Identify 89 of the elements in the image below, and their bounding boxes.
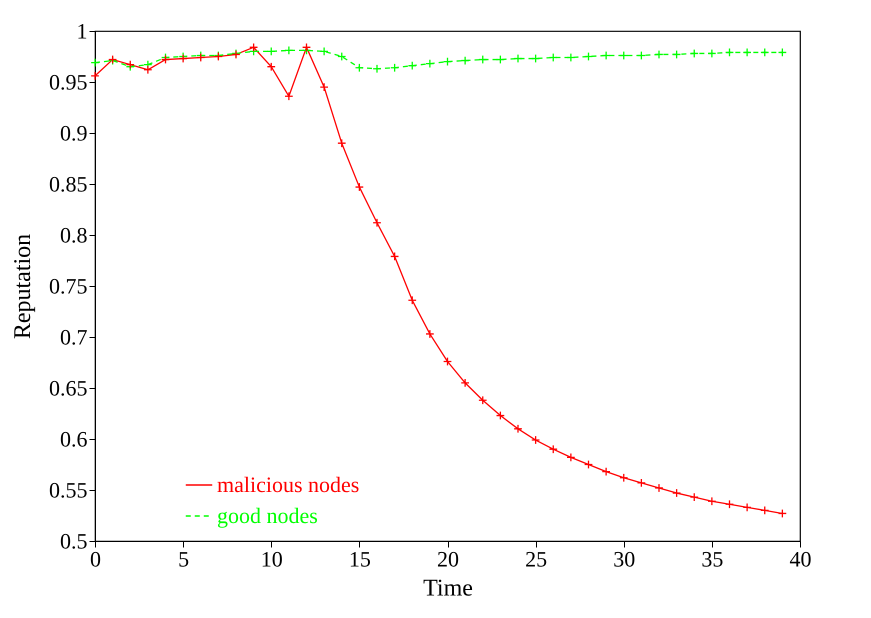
point xyxy=(302,42,312,52)
legend-label: good nodes xyxy=(217,503,318,528)
y-tick-label: 0.75 xyxy=(49,274,88,298)
point xyxy=(513,424,523,434)
x-axis-title: Time xyxy=(423,576,473,602)
point xyxy=(690,48,699,58)
point xyxy=(442,57,452,66)
point xyxy=(320,46,329,56)
x-tick-label: 10 xyxy=(260,546,283,572)
point xyxy=(478,396,488,405)
x-tick-label: 15 xyxy=(348,546,371,572)
point xyxy=(496,55,505,64)
point xyxy=(178,54,188,64)
point xyxy=(548,52,558,62)
y-tick-label: 0.95 xyxy=(49,70,88,94)
point xyxy=(566,52,576,62)
point xyxy=(372,218,382,228)
point xyxy=(654,50,664,59)
point xyxy=(654,483,664,492)
point xyxy=(707,496,716,506)
point xyxy=(408,296,417,305)
point xyxy=(602,467,611,476)
point xyxy=(602,50,611,60)
point xyxy=(690,492,699,502)
point xyxy=(619,473,628,482)
point xyxy=(742,502,752,512)
point xyxy=(196,52,206,62)
legend-label: malicious nodes xyxy=(217,472,360,497)
point xyxy=(513,54,523,64)
x-tick-label: 0 xyxy=(90,546,101,572)
point xyxy=(90,71,100,80)
point xyxy=(425,59,434,68)
x-tick-label: 25 xyxy=(525,546,548,572)
point xyxy=(584,460,594,470)
y-tick-label: 0.55 xyxy=(49,478,88,502)
point xyxy=(442,356,452,366)
point xyxy=(337,52,346,62)
point xyxy=(408,61,417,70)
point xyxy=(724,48,734,57)
point xyxy=(707,48,716,58)
y-tick-label: 0.6 xyxy=(60,426,88,452)
y-tick-label: 0.85 xyxy=(49,172,88,196)
point xyxy=(548,444,558,454)
x-tick-label: 40 xyxy=(790,546,812,572)
point xyxy=(372,64,382,74)
point xyxy=(266,62,276,72)
point xyxy=(496,411,505,420)
y-tick-label: 0.65 xyxy=(49,376,88,400)
point xyxy=(636,478,646,488)
y-tick-label: 0.5 xyxy=(60,528,88,554)
point xyxy=(760,506,770,515)
point xyxy=(390,63,400,72)
point xyxy=(636,50,646,60)
y-tick-label: 0.7 xyxy=(60,324,88,350)
point xyxy=(778,508,787,518)
point xyxy=(425,329,434,338)
point xyxy=(90,58,100,68)
point xyxy=(531,435,540,445)
point xyxy=(760,48,770,57)
point xyxy=(619,50,628,60)
y-tick-label: 0.9 xyxy=(60,120,88,146)
point xyxy=(460,56,470,66)
point xyxy=(531,54,540,64)
point xyxy=(672,50,682,59)
point xyxy=(354,63,364,72)
point xyxy=(724,500,734,509)
point xyxy=(390,252,400,261)
point xyxy=(566,452,576,462)
y-tick-label: 0.8 xyxy=(60,222,88,248)
y-axis-title: Reputation xyxy=(10,234,36,340)
point xyxy=(478,55,488,64)
point xyxy=(584,52,594,62)
point xyxy=(143,65,152,74)
point xyxy=(742,48,752,57)
x-tick-label: 35 xyxy=(701,546,724,572)
point xyxy=(284,92,294,101)
point xyxy=(249,42,258,52)
point xyxy=(266,46,276,56)
x-tick-label: 30 xyxy=(613,546,636,572)
point xyxy=(284,46,294,55)
point xyxy=(320,82,329,92)
point xyxy=(672,488,682,498)
x-tick-label: 20 xyxy=(437,546,459,572)
point xyxy=(778,48,787,57)
point xyxy=(354,182,364,192)
point xyxy=(460,378,470,388)
point xyxy=(337,138,346,148)
y-tick-label: 1 xyxy=(76,18,88,44)
x-tick-label: 5 xyxy=(178,546,190,572)
